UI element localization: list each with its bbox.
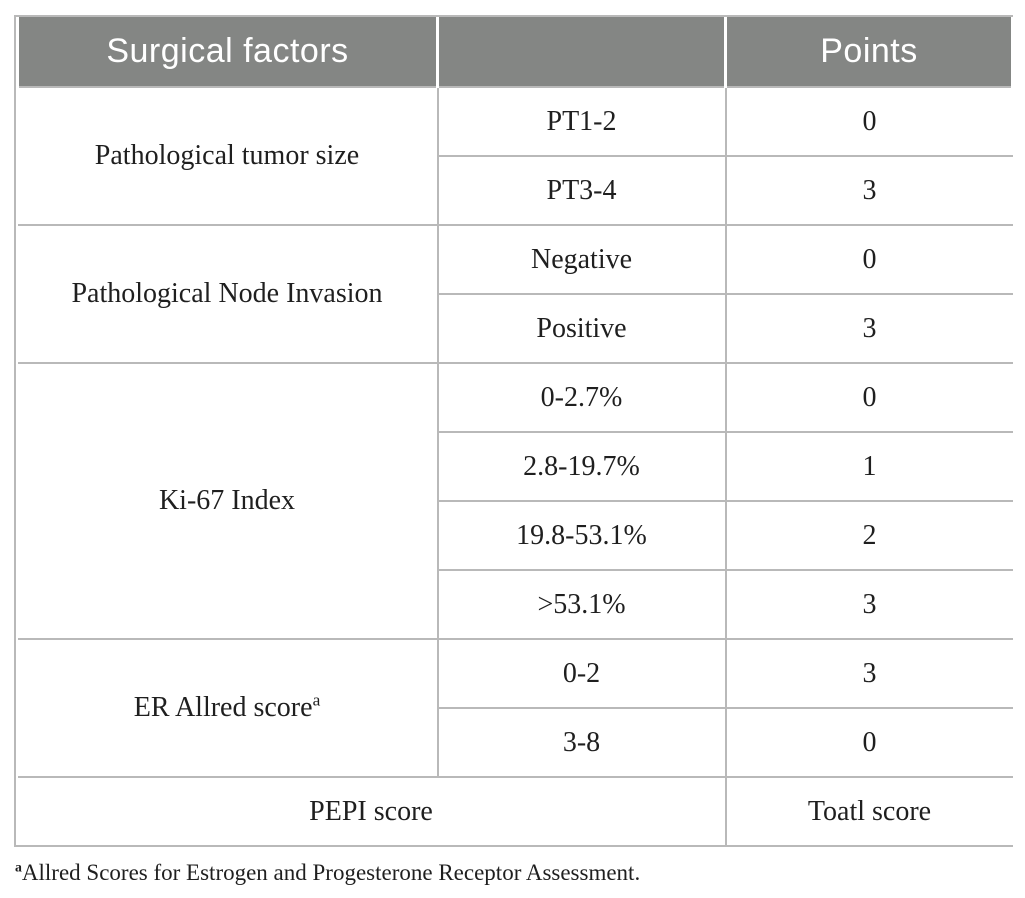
total-score-cell: Toatl score xyxy=(724,776,1013,845)
total-row: PEPI score Toatl score xyxy=(17,776,1013,845)
value-cell: PT3-4 xyxy=(437,155,727,226)
table-row: 3-8 0 xyxy=(18,707,1013,778)
points-cell: 2 xyxy=(724,500,1013,571)
value-cell: >53.1% xyxy=(437,569,727,640)
points-cell: 0 xyxy=(724,707,1013,778)
footnote-marker: a xyxy=(15,859,22,875)
factor-cell-er-allred-score: ER Allred scorea xyxy=(17,638,439,778)
value-cell: 0-2.7% xyxy=(436,362,727,433)
points-cell: 1 xyxy=(724,431,1013,502)
points-cell: 0 xyxy=(724,362,1013,433)
table-row: ER Allred scorea 0-2 3 xyxy=(17,638,1013,778)
factor-cell-ki67-index: Ki-67 Index xyxy=(17,362,439,640)
table-row: 2.8-19.7% 1 xyxy=(18,431,1013,502)
pepi-score-cell: PEPI score xyxy=(17,776,727,845)
header-cell-points: Points xyxy=(724,17,1014,87)
table-footnote: aAllred Scores for Estrogen and Progeste… xyxy=(15,860,1013,886)
points-cell: 0 xyxy=(724,86,1013,157)
header-row: Surgical factors Points xyxy=(16,17,1014,87)
value-cell: PT1-2 xyxy=(436,86,727,157)
table-row: >53.1% 3 xyxy=(18,569,1013,640)
table-row: Positive 3 xyxy=(18,293,1013,364)
value-cell: 3-8 xyxy=(437,707,727,778)
pepi-score-table: Surgical factors Points Pathological tum… xyxy=(14,15,1014,847)
points-cell: 3 xyxy=(724,293,1013,364)
factor-cell-tumor-size: Pathological tumor size xyxy=(17,86,439,226)
surgical-factors-table: Surgical factors Points Pathological tum… xyxy=(16,17,1014,845)
header-cell-empty xyxy=(436,17,726,87)
table-row: 19.8-53.1% 2 xyxy=(18,500,1013,571)
footnote-text: Allred Scores for Estrogen and Progester… xyxy=(21,860,641,885)
table-row: Pathological Node Invasion Negative 0 xyxy=(17,224,1013,364)
footnote-marker-superscript: a xyxy=(312,690,321,710)
header-cell-surgical-factors: Surgical factors xyxy=(16,17,438,87)
value-cell: Positive xyxy=(437,293,727,364)
value-cell: Negative xyxy=(436,224,727,295)
points-cell: 3 xyxy=(724,638,1013,709)
points-cell: 3 xyxy=(724,569,1013,640)
points-cell: 0 xyxy=(724,224,1013,295)
value-cell: 2.8-19.7% xyxy=(437,431,727,502)
points-cell: 3 xyxy=(724,155,1013,226)
value-cell: 19.8-53.1% xyxy=(437,500,727,571)
factor-cell-node-invasion: Pathological Node Invasion xyxy=(17,224,439,364)
table-row: Ki-67 Index 0-2.7% 0 xyxy=(17,362,1013,640)
table-row: Pathological tumor size PT1-2 0 xyxy=(17,86,1013,226)
factor-label: ER Allred score xyxy=(133,692,313,723)
value-cell: 0-2 xyxy=(436,638,727,709)
table-row: PT3-4 3 xyxy=(18,155,1013,226)
